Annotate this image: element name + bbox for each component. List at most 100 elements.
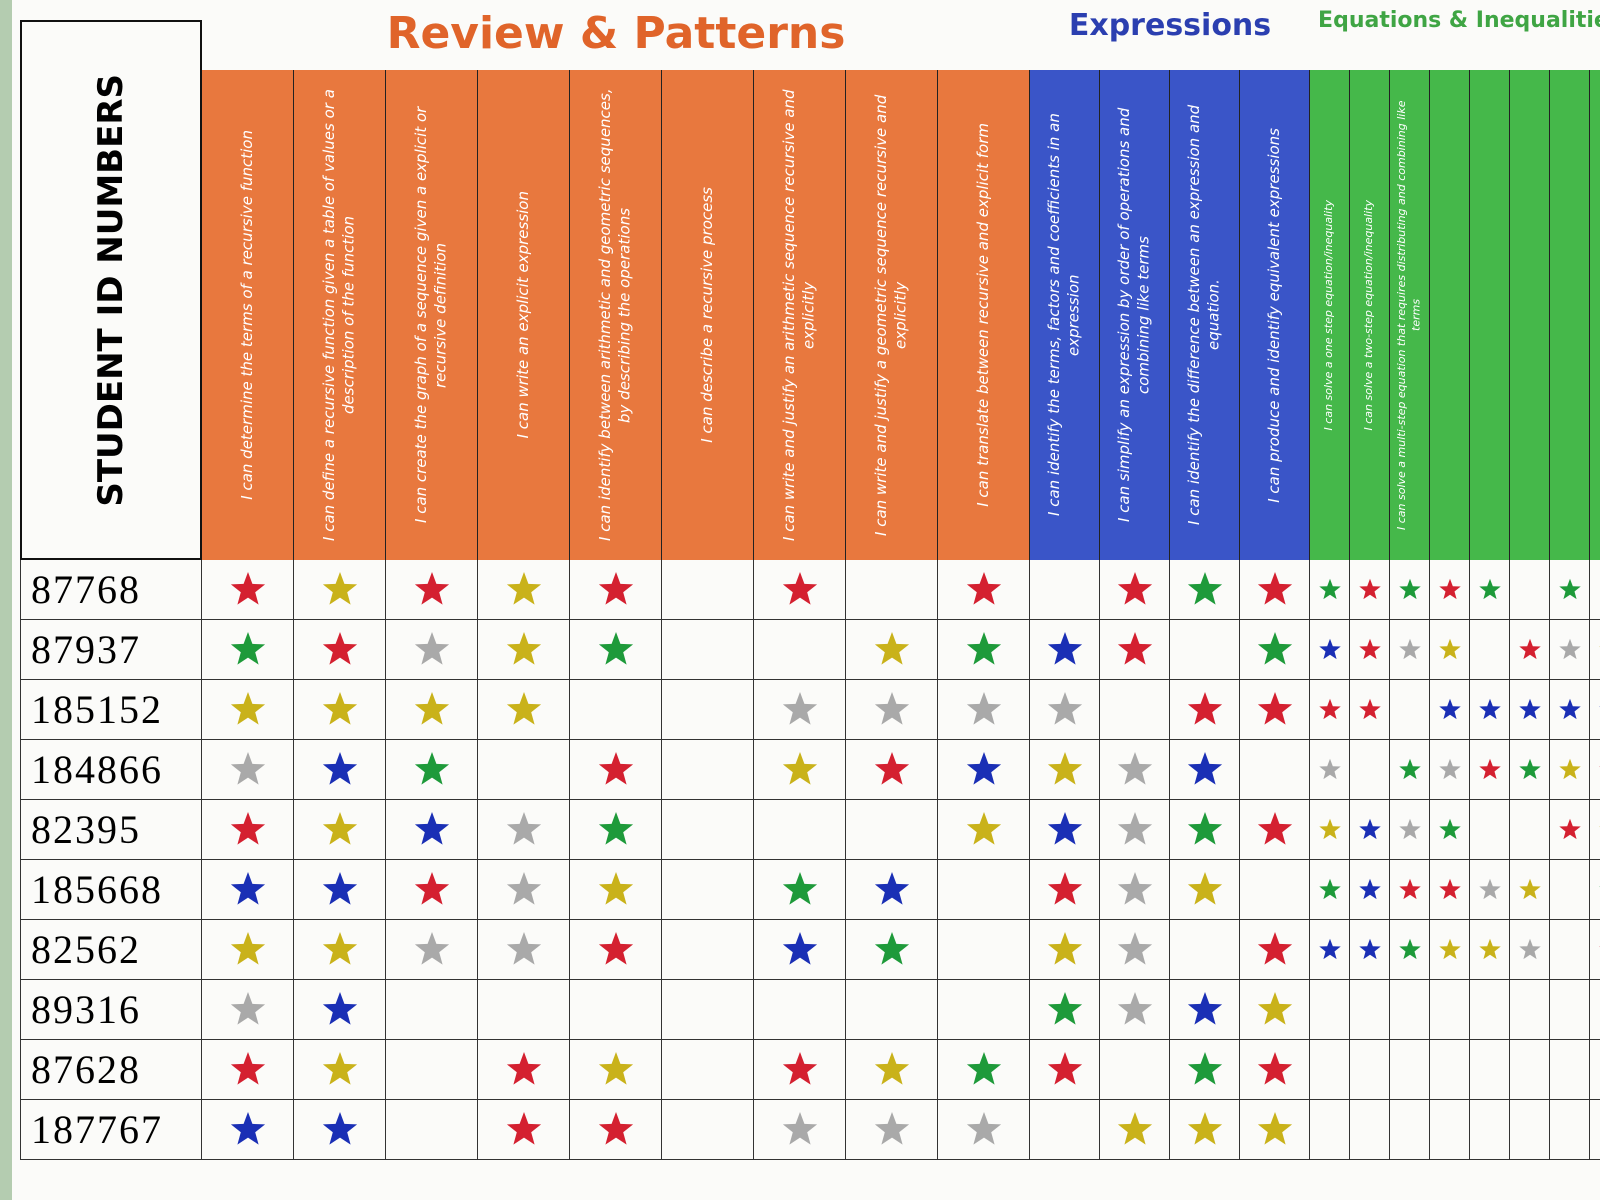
grid-cell bbox=[1510, 560, 1550, 620]
grid-cell bbox=[1550, 1040, 1590, 1100]
id-header-cell: STUDENT ID NUMBERS bbox=[20, 20, 202, 560]
sticker-star bbox=[506, 692, 542, 725]
grid-cell bbox=[662, 1040, 754, 1100]
sticker-star bbox=[598, 572, 634, 605]
grid-cell bbox=[662, 860, 754, 920]
sticker-star bbox=[1439, 578, 1461, 600]
grid-cell bbox=[1100, 800, 1170, 860]
grid-cell bbox=[1470, 920, 1510, 980]
grid-cell bbox=[1550, 800, 1590, 860]
sticker-star bbox=[966, 752, 1002, 785]
grid-cell bbox=[202, 680, 294, 740]
sticker-star bbox=[1479, 578, 1501, 600]
grid-cell bbox=[1100, 1040, 1170, 1100]
grid-cell bbox=[1170, 800, 1240, 860]
grid-cell bbox=[1350, 560, 1390, 620]
sticker-star bbox=[1439, 878, 1461, 900]
sticker-star bbox=[1479, 758, 1501, 780]
grid-cell bbox=[1170, 1100, 1240, 1160]
grid-cell bbox=[1510, 860, 1550, 920]
sticker-star bbox=[1187, 692, 1223, 725]
sticker-star bbox=[1257, 1112, 1293, 1145]
grid-cell bbox=[1310, 740, 1350, 800]
grid-cell bbox=[1590, 740, 1600, 800]
sticker-star bbox=[1399, 818, 1421, 840]
sticker-star bbox=[506, 932, 542, 965]
grid-cell bbox=[294, 560, 386, 620]
grid-cell bbox=[570, 680, 662, 740]
grid-cell bbox=[1470, 980, 1510, 1040]
sticker-star bbox=[1319, 698, 1341, 720]
sticker-star bbox=[966, 812, 1002, 845]
grid-cell bbox=[754, 1040, 846, 1100]
grid-cell bbox=[1390, 740, 1430, 800]
sticker-star bbox=[782, 1112, 818, 1145]
sticker-star bbox=[1319, 878, 1341, 900]
grid-cell bbox=[1310, 560, 1350, 620]
grid-cell bbox=[1390, 980, 1430, 1040]
sticker-star bbox=[1187, 872, 1223, 905]
grid-cell bbox=[202, 860, 294, 920]
grid-cell bbox=[1470, 1040, 1510, 1100]
grid-cell bbox=[1390, 800, 1430, 860]
sticker-star bbox=[1117, 932, 1153, 965]
skill-header: I can create the graph of a sequence giv… bbox=[386, 70, 478, 560]
sticker-star bbox=[598, 752, 634, 785]
grid-cell bbox=[478, 560, 570, 620]
grid-cell bbox=[1350, 680, 1390, 740]
sticker-star bbox=[1439, 818, 1461, 840]
grid-cell bbox=[1390, 860, 1430, 920]
grid-cell bbox=[1510, 980, 1550, 1040]
sticker-star bbox=[1047, 692, 1083, 725]
student-id: 82562 bbox=[20, 920, 202, 980]
grid-cell bbox=[1030, 560, 1100, 620]
sticker-star bbox=[1439, 638, 1461, 660]
sticker-star bbox=[874, 1112, 910, 1145]
skill-header: I can solve a two-step equation/inequali… bbox=[1350, 70, 1390, 560]
grid-cell bbox=[478, 980, 570, 1040]
grid-cell bbox=[1430, 560, 1470, 620]
grid-cell bbox=[1310, 620, 1350, 680]
grid-cell bbox=[846, 980, 938, 1040]
sticker-star bbox=[1559, 758, 1581, 780]
grid-cell bbox=[938, 740, 1030, 800]
section-title: Expressions bbox=[1068, 8, 1272, 43]
grid-cell bbox=[1350, 980, 1390, 1040]
skill-header: I can identify between arithmetic and ge… bbox=[570, 70, 662, 560]
grid-cell bbox=[294, 980, 386, 1040]
grid-cell bbox=[1510, 680, 1550, 740]
sticker-star bbox=[782, 692, 818, 725]
grid-cell bbox=[754, 620, 846, 680]
sticker-star bbox=[1117, 992, 1153, 1025]
sticker-star bbox=[598, 1112, 634, 1145]
skill-header: I can describe a recursive process bbox=[662, 70, 754, 560]
grid-cell bbox=[1510, 1040, 1550, 1100]
student-id: 87768 bbox=[20, 560, 202, 620]
sticker-star bbox=[1359, 818, 1381, 840]
grid-cell bbox=[1430, 980, 1470, 1040]
grid-cell bbox=[1100, 740, 1170, 800]
grid-cell bbox=[570, 980, 662, 1040]
grid-cell bbox=[570, 800, 662, 860]
grid-cell bbox=[1550, 740, 1590, 800]
grid-cell bbox=[1030, 1100, 1100, 1160]
skill-header: I can write and justify an arithmetic se… bbox=[754, 70, 846, 560]
grid-cell bbox=[1030, 800, 1100, 860]
grid-cell bbox=[1100, 620, 1170, 680]
grid-cell bbox=[1470, 860, 1510, 920]
grid-cell bbox=[1310, 1040, 1350, 1100]
grid-cell bbox=[294, 800, 386, 860]
grid-cell bbox=[846, 740, 938, 800]
grid-cell bbox=[1510, 620, 1550, 680]
sticker-star bbox=[1519, 698, 1541, 720]
sticker-star bbox=[1479, 878, 1501, 900]
student-id: 82395 bbox=[20, 800, 202, 860]
grid-cell bbox=[1240, 800, 1310, 860]
grid-cell bbox=[754, 920, 846, 980]
sticker-star bbox=[966, 1112, 1002, 1145]
sticker-star bbox=[414, 872, 450, 905]
skill-header bbox=[1430, 70, 1470, 560]
sticker-star bbox=[1047, 932, 1083, 965]
grid-cell bbox=[1510, 800, 1550, 860]
